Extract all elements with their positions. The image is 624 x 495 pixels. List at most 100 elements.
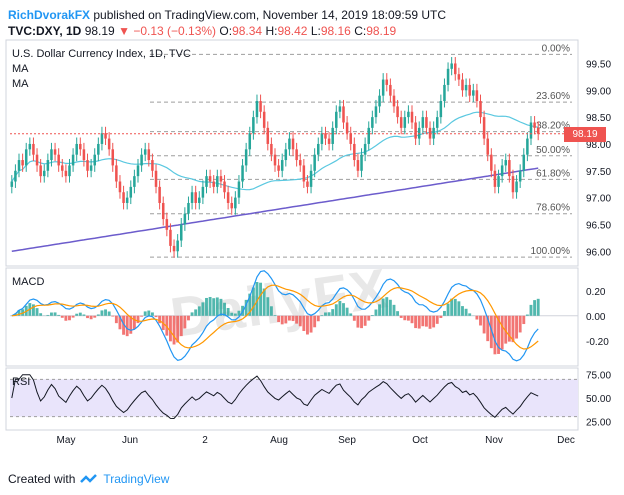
candle-body bbox=[136, 165, 140, 177]
macd-hist-bar bbox=[233, 313, 237, 316]
candle-body bbox=[457, 74, 461, 80]
price-panel-frame bbox=[5, 39, 579, 267]
macd-hist-bar bbox=[118, 315, 122, 330]
macd-hist-bar bbox=[179, 315, 183, 337]
macd-hist-bar bbox=[443, 310, 446, 316]
candle-body bbox=[410, 111, 414, 123]
macd-hist-bar bbox=[93, 315, 97, 318]
macd-hist-bar bbox=[132, 315, 136, 330]
macd-hist-bar bbox=[122, 315, 126, 335]
candle-body bbox=[75, 143, 78, 155]
down-arrow-icon: ▼ bbox=[118, 24, 130, 38]
candle-body bbox=[461, 79, 464, 91]
candle-body bbox=[241, 165, 244, 182]
candle-body bbox=[342, 106, 345, 123]
candle-body bbox=[288, 138, 291, 150]
candle-body bbox=[421, 117, 425, 128]
ma-legend-2[interactable]: MA bbox=[12, 78, 29, 90]
candle-body bbox=[522, 154, 526, 171]
ma-slow-line bbox=[11, 167, 539, 253]
macd-legend[interactable]: MACD bbox=[12, 276, 45, 288]
macd-hist-bar bbox=[349, 313, 353, 316]
candle-body bbox=[230, 202, 233, 209]
macd-hist-bar bbox=[190, 312, 194, 316]
candle-body bbox=[317, 143, 320, 155]
macd-hist-bar bbox=[53, 312, 57, 316]
macd-hist-bar bbox=[129, 315, 133, 334]
candle-body bbox=[306, 181, 309, 187]
low-value: 98.16 bbox=[320, 24, 351, 38]
macd-hist-bar bbox=[363, 315, 367, 326]
candle-body bbox=[526, 138, 529, 155]
candle-body bbox=[518, 170, 522, 182]
candle-body bbox=[324, 133, 327, 139]
candle-body bbox=[349, 133, 352, 144]
price-tick-label: 99.50 bbox=[586, 59, 611, 70]
ma-legend-1[interactable]: MA bbox=[12, 63, 29, 75]
candle-body bbox=[345, 122, 349, 134]
macd-hist-bar bbox=[176, 315, 180, 343]
open-value: 98.34 bbox=[232, 24, 263, 38]
macd-hist-bar bbox=[172, 315, 176, 345]
candle-body bbox=[291, 138, 295, 150]
fib-label: 38.20% bbox=[536, 121, 570, 132]
macd-hist-bar bbox=[515, 315, 519, 339]
macd-hist-bar bbox=[60, 315, 64, 318]
candle-body bbox=[10, 181, 14, 187]
macd-hist-bar bbox=[446, 303, 450, 316]
macd-hist-bar bbox=[428, 315, 432, 329]
candle-body bbox=[475, 90, 479, 102]
ma-fast-line bbox=[11, 111, 539, 191]
macd-hist-bar bbox=[356, 315, 360, 328]
candle-body bbox=[39, 165, 42, 177]
macd-hist-bar bbox=[450, 298, 454, 316]
candle-body bbox=[468, 84, 471, 96]
candle-body bbox=[490, 154, 493, 171]
macd-hist-bar bbox=[399, 315, 403, 318]
candle-body bbox=[42, 170, 46, 177]
macd-hist-bar bbox=[338, 300, 342, 316]
macd-hist-bar bbox=[298, 315, 302, 327]
close-label: C: bbox=[354, 24, 367, 38]
macd-hist-bar bbox=[17, 310, 21, 316]
macd-hist-bar bbox=[536, 298, 540, 316]
candle-body bbox=[198, 197, 201, 203]
candle-body bbox=[82, 149, 86, 161]
candle-body bbox=[93, 154, 96, 166]
macd-hist-bar bbox=[525, 314, 529, 316]
candle-body bbox=[446, 68, 450, 85]
candle-body bbox=[154, 170, 158, 187]
candle-body bbox=[417, 127, 421, 139]
candle-body bbox=[35, 154, 39, 166]
macd-hist-bar bbox=[414, 315, 418, 329]
x-tick-label: Oct bbox=[412, 435, 428, 446]
macd-hist-bar bbox=[114, 315, 118, 324]
candle-body bbox=[28, 143, 32, 150]
author-link[interactable]: RichDvorakFX bbox=[8, 8, 91, 22]
tradingview-link[interactable]: TradingView bbox=[103, 472, 170, 486]
candle-body bbox=[493, 170, 497, 187]
macd-hist-bar bbox=[529, 304, 533, 316]
publish-header: RichDvorakFX published on TradingView.co… bbox=[8, 8, 446, 22]
candle-body bbox=[129, 186, 133, 198]
macd-hist-bar bbox=[533, 300, 537, 316]
candle-body bbox=[378, 95, 381, 107]
candle-body bbox=[179, 224, 183, 241]
macd-hist-bar bbox=[388, 299, 392, 316]
macd-hist-bar bbox=[453, 298, 457, 316]
macd-hist-bar bbox=[68, 315, 71, 321]
rsi-legend[interactable]: RSI bbox=[12, 376, 31, 388]
x-tick-label: Nov bbox=[485, 435, 503, 446]
candle-body bbox=[396, 106, 399, 118]
macd-hist-bar bbox=[244, 299, 248, 316]
candle-body bbox=[536, 127, 540, 134]
macd-hist-bar bbox=[212, 298, 216, 316]
candle-body bbox=[371, 117, 374, 128]
macd-hist-bar bbox=[251, 287, 255, 316]
high-value: 98.42 bbox=[277, 24, 308, 38]
macd-hist-bar bbox=[479, 315, 482, 326]
candle-body bbox=[158, 186, 161, 203]
last-price-tag: 98.19 bbox=[564, 126, 606, 142]
candle-body bbox=[252, 117, 255, 134]
